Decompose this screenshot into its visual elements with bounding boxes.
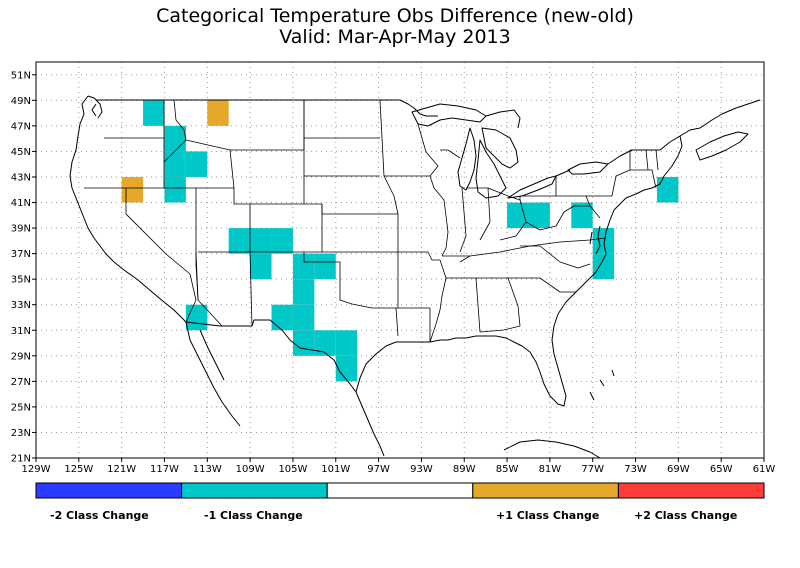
lon-tick-label: 65W [710, 464, 733, 475]
diff-cell-8 [250, 228, 272, 254]
diff-cell-7 [228, 228, 251, 254]
lat-tick-label: 41N [11, 198, 31, 209]
lon-tick-label: 77W [581, 464, 604, 475]
diff-cell-12 [314, 253, 336, 280]
diff-cell-9 [271, 228, 293, 254]
diff-cell-3 [185, 151, 208, 177]
puget-sound [87, 95, 103, 119]
legend-label: +2 Class Change [634, 509, 738, 522]
lon-tick-label: 121W [107, 464, 136, 475]
axes: 51N 49N 47N 45N 43N 41N 39N 37N 35N 33N 31N 29N 27N 2… [11, 70, 776, 475]
lat-tick-label: 45N [11, 147, 31, 158]
lake-huron [481, 127, 519, 169]
diff-cell-15 [271, 304, 293, 331]
lat-tick-label: 47N [11, 121, 31, 132]
diff-cell-16 [185, 304, 208, 331]
us-boundaries [69, 95, 761, 459]
legend-label: -1 Class Change [204, 509, 303, 522]
diff-cell-1 [164, 125, 186, 152]
michigan-lower-peninsula [475, 139, 507, 199]
legend-swatch [181, 482, 328, 499]
lat-tick-label: 49N [11, 96, 31, 107]
map-title: Categorical Temperature Obs Difference (… [0, 6, 790, 48]
lon-tick-label: 113W [193, 464, 222, 475]
lat-tick-label: 29N [11, 351, 31, 362]
lon-tick-label: 117W [150, 464, 179, 475]
diff-cell-23 [571, 202, 593, 229]
legend-swatch [35, 482, 183, 499]
diff-cell-5 [207, 100, 229, 126]
diff-cell-4 [164, 176, 186, 203]
title-line-1: Categorical Temperature Obs Difference (… [156, 5, 634, 27]
lat-tick-label: 31N [11, 326, 31, 337]
lon-tick-label: 109W [236, 464, 265, 475]
lat-tick-label: 21N [11, 454, 31, 465]
lon-tick-label: 85W [496, 464, 519, 475]
legend-swatch [326, 482, 474, 499]
diff-cell-21 [507, 202, 529, 229]
diff-cell-25 [592, 253, 615, 280]
diff-cell-13 [292, 279, 315, 305]
atlantic-coastline [396, 219, 611, 407]
gulf-coastline [355, 341, 397, 393]
legend-colorbar [35, 482, 765, 499]
legend-swatch [472, 482, 619, 499]
diff-cell-20 [335, 355, 358, 382]
lat-tick-label: 43N [11, 172, 31, 183]
lon-tick-label: 125W [64, 464, 93, 475]
lake-michigan [457, 127, 477, 191]
lat-tick-label: 39N [11, 224, 31, 235]
diff-cell-11 [292, 253, 315, 280]
baja-coast [185, 321, 241, 427]
legend-swatch [617, 482, 765, 499]
lon-tick-label: 105W [278, 464, 307, 475]
state-lines [84, 99, 659, 343]
diff-cell-14 [292, 304, 315, 331]
diff-cell-19 [335, 330, 358, 356]
lon-tick-label: 93W [410, 464, 433, 475]
legend-label: +1 Class Change [496, 509, 600, 522]
diff-cell-17 [292, 330, 315, 356]
diff-cell-0 [143, 100, 165, 126]
lat-tick-label: 33N [11, 300, 31, 311]
lat-tick-label: 37N [11, 249, 31, 260]
lake-superior [411, 103, 487, 127]
lon-tick-label: 61W [753, 464, 776, 475]
lon-tick-label: 101W [321, 464, 350, 475]
florida-keys [589, 369, 615, 401]
lat-tick-label: 23N [11, 428, 31, 439]
diff-cell-10 [250, 253, 272, 280]
cuba [503, 439, 601, 459]
northern-border [96, 99, 438, 117]
map-border [35, 61, 765, 459]
map-frame [36, 62, 764, 458]
legend-label: -2 Class Change [50, 509, 149, 522]
lat-tick-label: 25N [11, 402, 31, 413]
lon-tick-label: 97W [367, 464, 390, 475]
title-line-2: Valid: Mar-Apr-May 2013 [279, 26, 511, 48]
lon-tick-label: 69W [667, 464, 690, 475]
lat-tick-label: 51N [11, 70, 31, 81]
diff-cell-22 [528, 202, 550, 229]
diff-cell-24 [592, 228, 615, 254]
diff-cell-26 [656, 176, 679, 203]
diff-cell-18 [314, 330, 336, 356]
lake-ontario [567, 161, 609, 175]
lon-tick-label: 129W [22, 464, 51, 475]
mexico-gulf-coast [355, 391, 385, 457]
pacific-coastline [69, 95, 187, 323]
lon-tick-label: 89W [453, 464, 476, 475]
lat-tick-label: 35N [11, 275, 31, 286]
diff-cell-2 [164, 151, 186, 177]
lon-tick-label: 73W [624, 464, 647, 475]
diff-cell-6 [121, 176, 144, 203]
lat-tick-label: 27N [11, 377, 31, 388]
chesapeake-bay [589, 225, 601, 255]
lon-tick-label: 81W [539, 464, 562, 475]
new-england-coast [609, 135, 683, 221]
nova-scotia [695, 131, 749, 161]
